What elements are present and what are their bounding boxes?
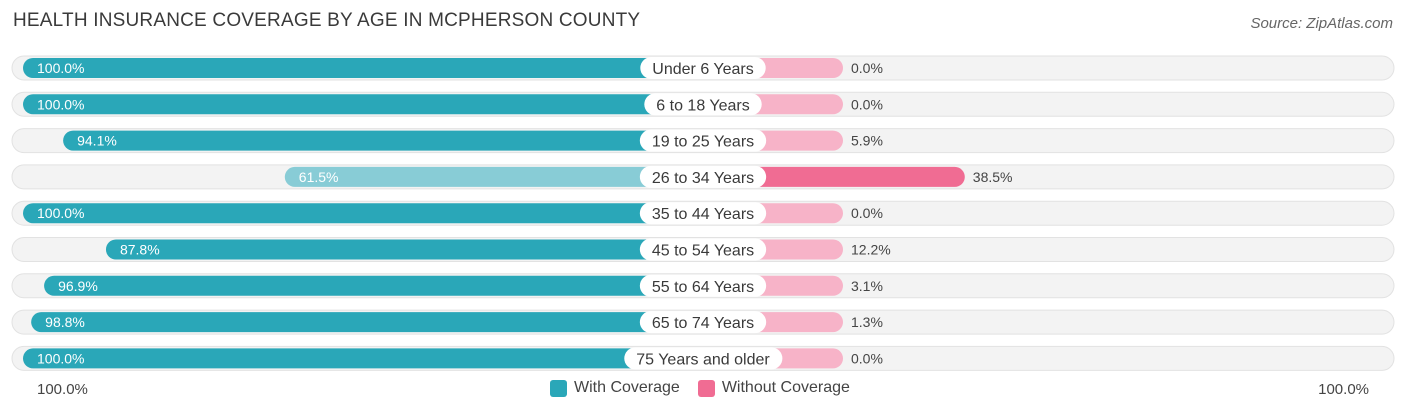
without-coverage-value: 38.5%: [973, 169, 1013, 185]
category-label-pill: [639, 165, 767, 188]
legend-label-without-coverage: Without Coverage: [721, 379, 850, 396]
category-label: 65 to 74 Years: [652, 315, 754, 332]
category-label: 26 to 34 Years: [652, 170, 754, 187]
category-label: 19 to 25 Years: [652, 134, 754, 151]
source-credit: Source: ZipAtlas.com: [1250, 15, 1393, 32]
category-label: Under 6 Years: [652, 61, 753, 78]
with-coverage-value: 100.0%: [37, 96, 84, 112]
without-coverage-value: 5.9%: [851, 133, 883, 149]
category-label: 6 to 18 Years: [656, 97, 749, 114]
legend-swatch-without-coverage: [697, 379, 715, 397]
category-label-pill: [639, 274, 767, 297]
without-coverage-value: 3.1%: [851, 278, 883, 294]
without-coverage-value: 1.3%: [851, 314, 883, 330]
without-coverage-value: 0.0%: [851, 350, 883, 366]
with-coverage-bar: [31, 312, 704, 333]
category-label-pill: [644, 93, 762, 116]
category-label-pill: [639, 202, 767, 225]
without-coverage-value: 0.0%: [851, 96, 883, 112]
with-coverage-bar: [284, 166, 703, 187]
with-coverage-value: 98.8%: [45, 314, 85, 330]
without-coverage-bar: [703, 166, 965, 187]
category-label: 75 Years and older: [636, 351, 770, 368]
with-coverage-bar: [23, 203, 703, 224]
legend: With Coverage Without Coverage: [550, 379, 868, 397]
with-coverage-bar: [23, 58, 703, 78]
category-label-pill: [640, 57, 766, 79]
legend-label-with-coverage: With Coverage: [574, 379, 680, 396]
with-coverage-bar: [23, 94, 703, 115]
with-coverage-bar: [44, 275, 703, 296]
axis-left-label: 100.0%: [37, 381, 88, 398]
category-label-pill: [639, 311, 767, 334]
legend-swatch-with-coverage: [550, 379, 567, 397]
with-coverage-value: 87.8%: [120, 242, 160, 258]
with-coverage-value: 100.0%: [37, 60, 84, 76]
without-coverage-value: 12.2%: [851, 242, 891, 258]
with-coverage-bar: [105, 239, 703, 260]
with-coverage-bar: [23, 348, 703, 369]
with-coverage-value: 96.9%: [58, 278, 98, 294]
category-label: 35 to 44 Years: [652, 206, 754, 223]
category-label-pill: [624, 347, 783, 370]
category-label-pill: [639, 129, 767, 152]
with-coverage-value: 61.5%: [299, 169, 339, 185]
category-label: 55 to 64 Years: [652, 279, 754, 296]
without-coverage-value: 0.0%: [851, 205, 883, 221]
chart-title: HEALTH INSURANCE COVERAGE BY AGE IN MCPH…: [13, 10, 641, 31]
with-coverage-value: 100.0%: [37, 350, 84, 366]
with-coverage-value: 94.1%: [77, 133, 117, 149]
axis-right-label: 100.0%: [1318, 381, 1369, 398]
coverage-chart: 100.0% 0.0% Under 6 Years 100.0% 0.0% 6 to 18…: [11, 55, 1395, 371]
with-coverage-value: 100.0%: [37, 205, 84, 221]
category-label-pill: [639, 238, 767, 261]
category-label: 45 to 54 Years: [652, 243, 754, 260]
without-coverage-value: 0.0%: [851, 60, 883, 76]
with-coverage-bar: [63, 130, 704, 151]
legend-without-coverage: Without Coverage: [697, 379, 850, 397]
legend-with-coverage: With Coverage: [550, 379, 680, 397]
